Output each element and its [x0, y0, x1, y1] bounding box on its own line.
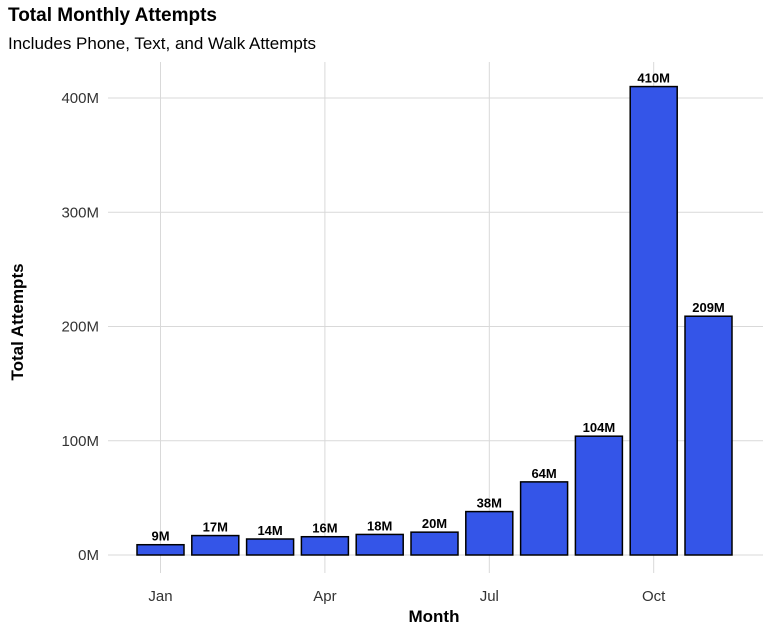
- bars: [136, 85, 733, 556]
- x-axis-title: Month: [409, 607, 460, 626]
- x-tick-label: Jan: [148, 588, 172, 605]
- y-axis-ticks: 0M 100M 200M 300M 400M: [61, 90, 99, 564]
- data-label: 9M: [151, 529, 169, 544]
- bar-jun: [410, 531, 459, 556]
- bar-mar: [245, 538, 295, 556]
- data-label: 410M: [637, 71, 670, 86]
- data-label: 16M: [312, 521, 337, 536]
- y-tick-label: 300M: [61, 204, 99, 221]
- bar-may: [355, 533, 404, 556]
- data-label: 209M: [692, 300, 725, 315]
- chart-subtitle: Includes Phone, Text, and Walk Attempts: [8, 34, 317, 53]
- bar-feb: [191, 534, 240, 556]
- bar-jan: [136, 543, 185, 556]
- data-label: 17M: [203, 520, 228, 535]
- bar-apr: [300, 535, 350, 556]
- y-tick-label: 200M: [61, 319, 99, 336]
- data-label: 14M: [257, 523, 282, 538]
- data-label: 104M: [583, 420, 616, 435]
- y-tick-label: 100M: [61, 433, 99, 450]
- y-tick-label: 400M: [61, 90, 99, 107]
- bar-sep: [574, 435, 624, 556]
- data-label: 38M: [477, 496, 502, 511]
- data-label: 20M: [422, 516, 447, 531]
- x-tick-label: Jul: [480, 588, 499, 605]
- x-tick-label: Oct: [642, 588, 666, 605]
- bar-aug: [519, 481, 569, 556]
- data-label: 64M: [531, 466, 556, 481]
- x-tick-label: Apr: [313, 588, 336, 605]
- bar-oct: [629, 85, 678, 556]
- y-tick-label: 0M: [78, 547, 99, 564]
- bar-jul: [465, 510, 514, 556]
- data-labels: 9M 17M 14M 16M 18M 20M 38M 64M 104M 410M 209M: [151, 71, 724, 544]
- bar-nov: [684, 315, 733, 556]
- x-axis-ticks: Jan Apr Jul Oct: [148, 588, 666, 605]
- y-axis-title: Total Attempts: [8, 263, 27, 380]
- data-label: 18M: [367, 518, 392, 533]
- chart-title: Total Monthly Attempts: [8, 5, 217, 26]
